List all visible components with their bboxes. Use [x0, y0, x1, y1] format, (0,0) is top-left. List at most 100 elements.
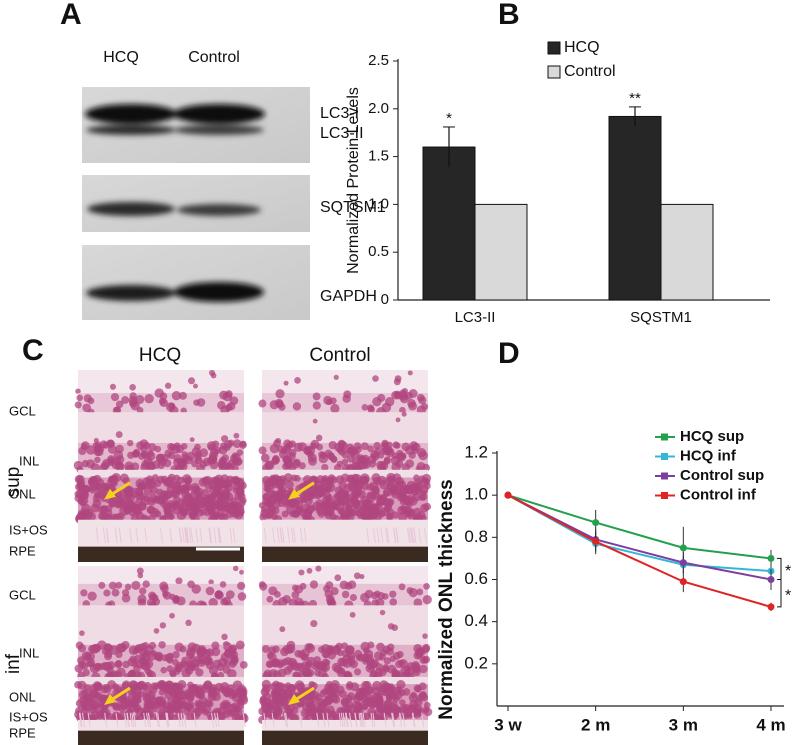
nucleus [294, 680, 305, 690]
nucleus [203, 475, 213, 485]
nucleus [274, 713, 282, 721]
nucleus [315, 434, 323, 442]
tissue-layer [262, 412, 428, 443]
nucleus [147, 671, 154, 679]
nucleus [284, 480, 294, 490]
fiber [408, 527, 412, 543]
nucleus [159, 398, 168, 408]
fiber [102, 527, 106, 543]
nucleus [271, 513, 278, 521]
nucleus [154, 510, 162, 518]
fiber [78, 712, 82, 728]
nucleus [423, 707, 433, 717]
nucleus [129, 384, 136, 391]
nucleus [223, 642, 233, 652]
fiber [169, 527, 173, 543]
nucleus [343, 493, 350, 500]
nucleus [335, 642, 343, 651]
nucleus [345, 645, 355, 655]
fiber [183, 527, 187, 543]
fiber [292, 527, 296, 543]
nucleus [403, 497, 413, 506]
nucleus [310, 620, 318, 628]
y-tick-label: 0 [381, 291, 389, 308]
nucleus [216, 480, 224, 488]
nucleus [168, 402, 176, 410]
y-tick-label: 1.0 [368, 195, 389, 212]
nucleus [279, 486, 287, 494]
nucleus [393, 390, 401, 398]
nucleus [321, 475, 329, 483]
nucleus [214, 590, 223, 599]
nucleus [268, 669, 278, 679]
nucleus [115, 431, 123, 439]
nucleus [312, 401, 321, 410]
nucleus [330, 587, 339, 596]
nucleus [283, 473, 293, 483]
nucleus [171, 391, 182, 401]
significance: * [785, 587, 791, 604]
nucleus [236, 689, 246, 699]
fiber [184, 527, 188, 543]
nucleus [338, 690, 347, 699]
nucleus [396, 449, 404, 457]
nucleus [401, 442, 411, 452]
nucleus [343, 390, 352, 399]
nucleus [303, 492, 312, 500]
y-tick-label: 1.5 [368, 148, 389, 165]
nucleus [298, 462, 306, 470]
nucleus [281, 510, 289, 518]
nucleus [188, 377, 196, 385]
nucleus [76, 394, 84, 402]
nucleus [143, 486, 153, 496]
fiber [155, 712, 159, 728]
nucleus [136, 567, 144, 575]
fiber [181, 527, 185, 543]
nucleus [266, 595, 274, 603]
nucleus [88, 482, 98, 492]
bar [422, 146, 476, 301]
nucleus [384, 396, 395, 407]
nucleus [191, 460, 199, 468]
lane-label: HCQ [103, 49, 139, 66]
nucleus [359, 573, 365, 580]
nucleus [160, 584, 169, 593]
nucleus [75, 706, 83, 715]
layer-label: INL [19, 645, 39, 660]
nucleus [422, 595, 432, 605]
legend-label: Control inf [680, 486, 757, 503]
micrograph [258, 370, 432, 562]
fiber [193, 712, 197, 728]
fiber [124, 712, 128, 728]
nucleus [350, 449, 360, 459]
layer-label: ONL [9, 689, 36, 704]
nucleus [306, 450, 314, 458]
legend-swatch [547, 41, 561, 55]
nucleus [298, 569, 305, 576]
nucleus [380, 494, 387, 501]
nucleus [119, 473, 129, 483]
fiber [177, 712, 181, 728]
nucleus [145, 710, 154, 719]
nucleus [136, 441, 145, 450]
y-tick-label: 0.5 [368, 243, 389, 260]
nucleus [313, 490, 323, 500]
nucleus [287, 683, 297, 693]
y-tick-label: 2.5 [368, 52, 389, 69]
nucleus [74, 664, 83, 673]
nucleus [337, 507, 345, 515]
nucleus [161, 495, 169, 504]
nucleus [93, 662, 102, 672]
nucleus [197, 500, 206, 509]
fiber [406, 527, 410, 543]
nucleus [273, 439, 281, 448]
nucleus [377, 393, 386, 402]
nucleus [87, 512, 97, 522]
nucleus [115, 444, 124, 454]
nucleus [185, 619, 192, 627]
fiber [263, 712, 267, 728]
nucleus [90, 463, 100, 473]
nucleus [301, 702, 311, 711]
fiber [81, 712, 85, 728]
nucleus [141, 451, 149, 459]
